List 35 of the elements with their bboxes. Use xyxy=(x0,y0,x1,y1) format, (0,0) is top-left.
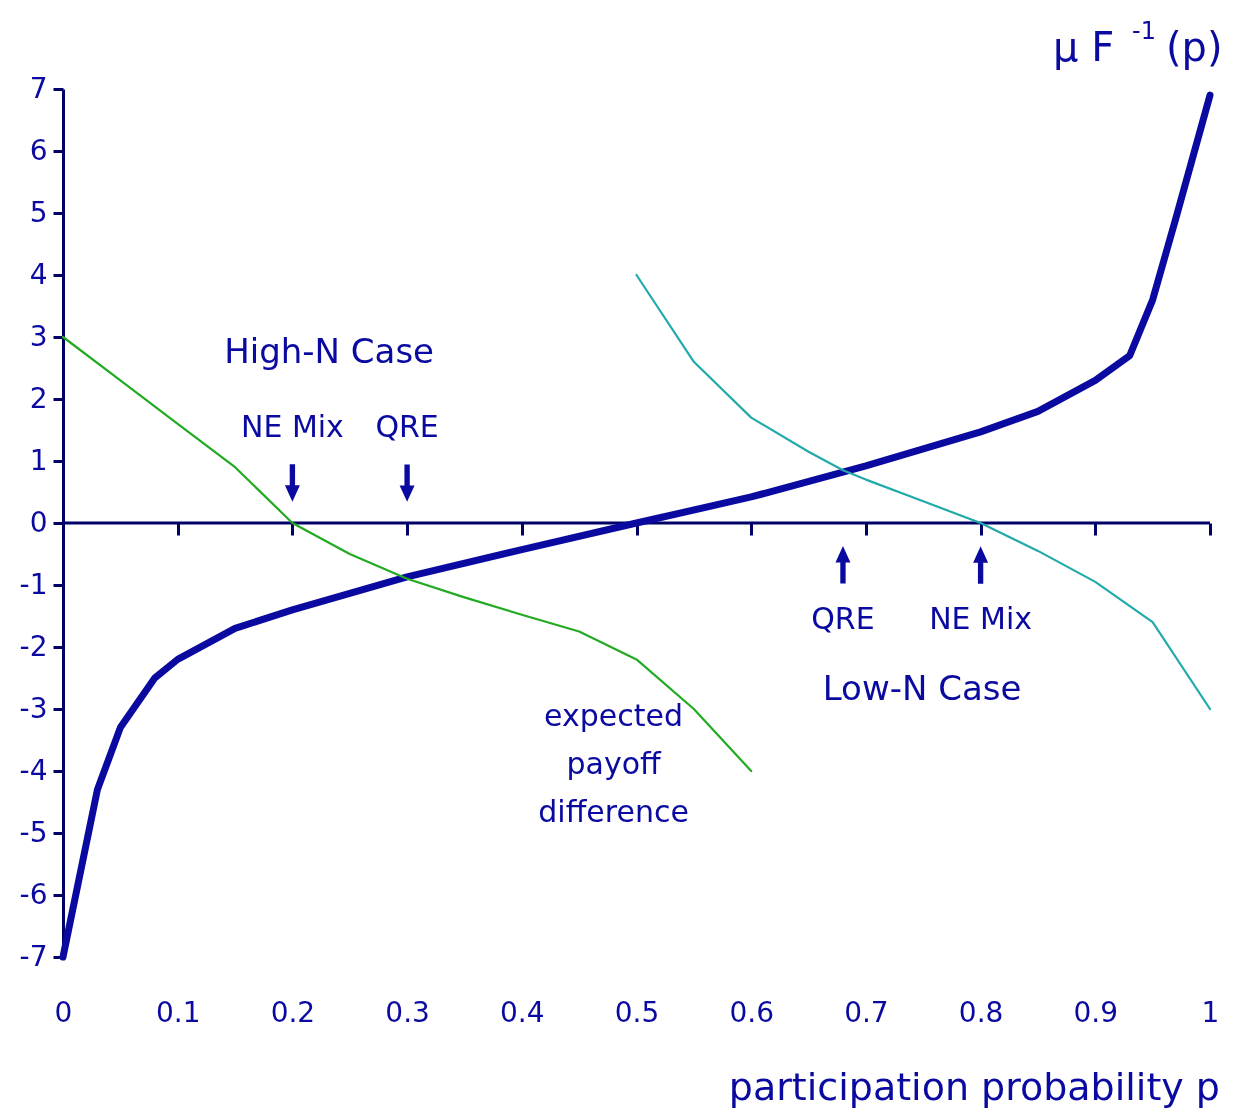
annotation: NE Mix xyxy=(929,601,1033,636)
y-tick-label: -7 xyxy=(19,939,48,973)
annotation: QRE xyxy=(811,600,875,636)
annotation: NE Mix xyxy=(240,409,344,444)
x-tick-label: 0.6 xyxy=(729,995,774,1029)
y-tick-label: -6 xyxy=(19,877,48,911)
y-tick-label: 5 xyxy=(29,195,48,229)
x-tick-label: 0.2 xyxy=(270,995,316,1029)
y-tick-label: -3 xyxy=(19,691,48,725)
annotation: expected payoff difference xyxy=(538,698,689,830)
x-tick-label: 0.1 xyxy=(155,995,201,1029)
annotation: QRE xyxy=(375,409,439,445)
x-tick-label: 0 xyxy=(54,995,73,1029)
x-tick-label: 0.8 xyxy=(958,995,1004,1029)
x-tick-label: 0.5 xyxy=(614,995,660,1029)
y-tick-label: 2 xyxy=(29,381,48,415)
y-axis-title: μ F-1(p) xyxy=(1053,17,1223,70)
x-tick-label: 0.3 xyxy=(385,995,430,1029)
y-tick-label: 6 xyxy=(29,133,48,167)
y-tick-label: -2 xyxy=(19,629,48,663)
annotation: High-N Case xyxy=(224,331,435,372)
x-axis-title: participation probability p xyxy=(728,1065,1220,1109)
annotation: Low-N Case xyxy=(822,668,1022,709)
y-tick-label: 4 xyxy=(29,257,48,291)
y-tick-label: -1 xyxy=(19,567,48,601)
x-tick-label: 0.4 xyxy=(500,995,545,1029)
y-tick-label: -4 xyxy=(19,753,48,787)
y-tick-label: 1 xyxy=(29,443,48,477)
x-tick-label: 0.7 xyxy=(844,995,889,1029)
y-tick-label: 7 xyxy=(29,71,48,105)
y-tick-label: 0 xyxy=(29,505,48,539)
y-tick-label: -5 xyxy=(19,815,48,849)
x-tick-label: 0.9 xyxy=(1073,995,1119,1029)
x-tick-label: 1 xyxy=(1201,995,1220,1029)
y-tick-label: 3 xyxy=(29,319,48,353)
